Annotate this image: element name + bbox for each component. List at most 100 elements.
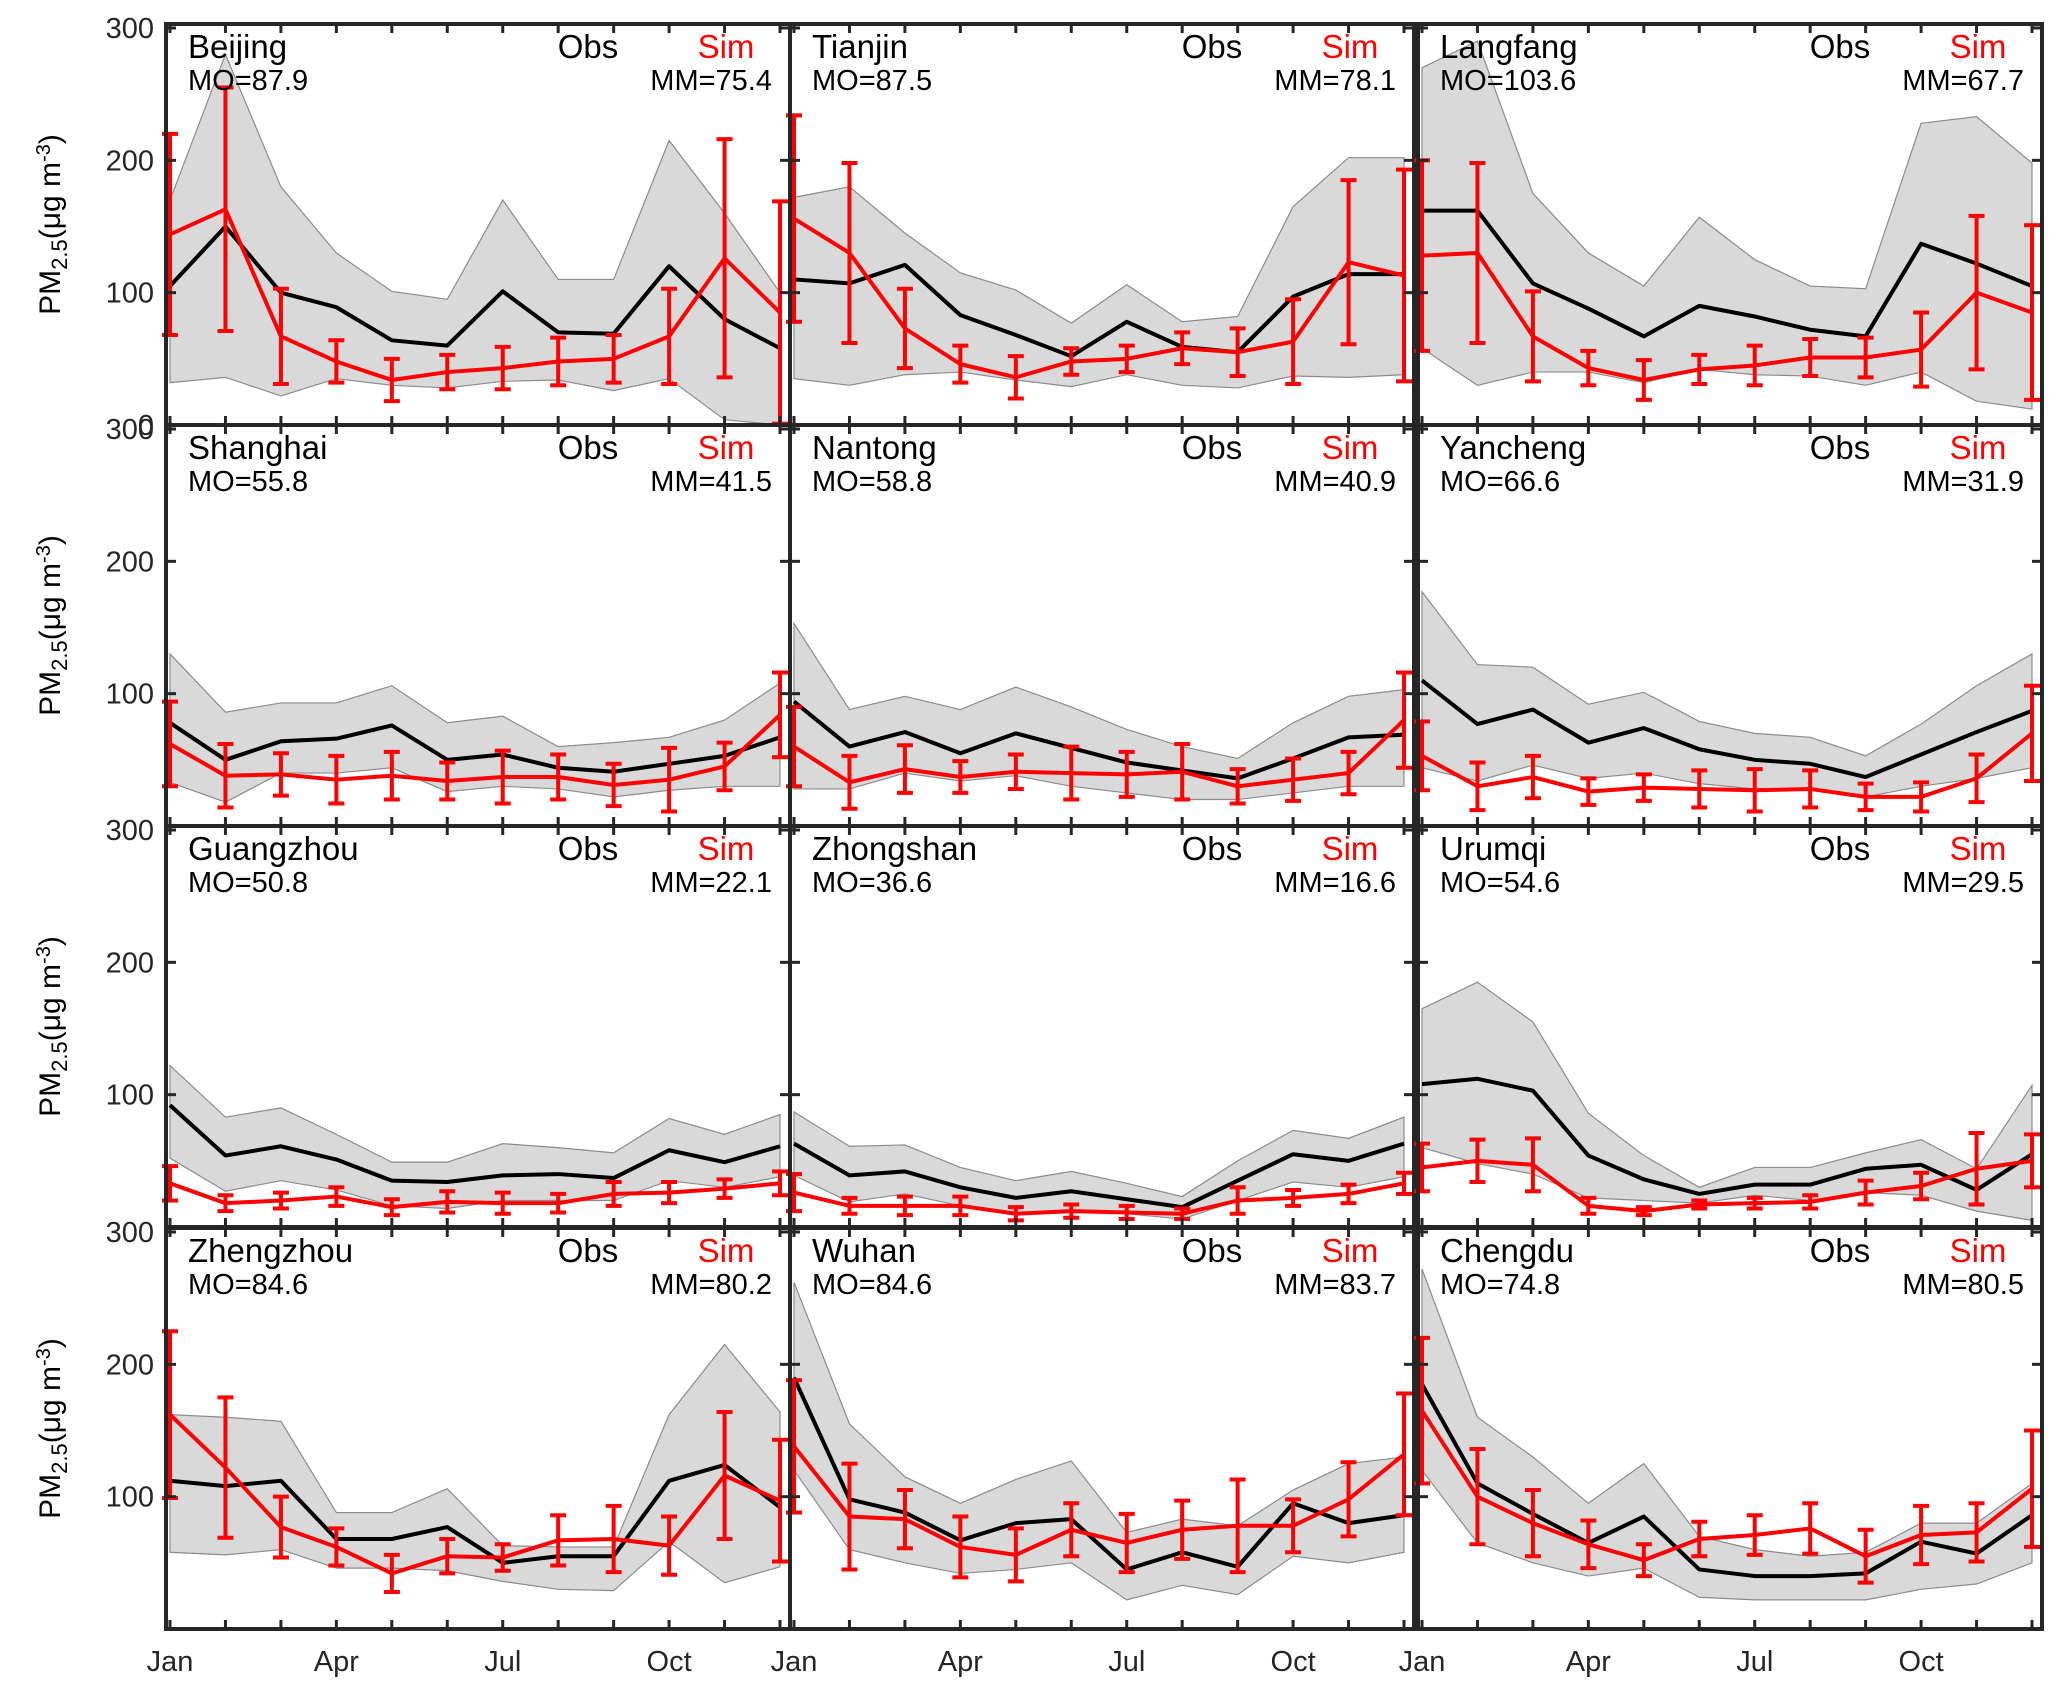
panel-frame xyxy=(1416,1226,2044,1631)
x-tick-label: Jul xyxy=(1736,1646,1773,1678)
obs-legend-label: Obs xyxy=(1182,1232,1243,1269)
x-tick-label: Jul xyxy=(1108,1646,1145,1678)
obs-legend-label: Obs xyxy=(1810,830,1871,867)
x-tick-label: Jul xyxy=(484,1646,521,1678)
obs-legend-label: Obs xyxy=(1182,28,1243,65)
y-tick-label: 300 xyxy=(106,13,154,45)
obs-line xyxy=(1421,1076,2034,1196)
mm-label: MM=80.5 xyxy=(1902,1269,2024,1301)
city-label: Shanghai xyxy=(188,429,327,466)
range-band xyxy=(1421,589,2033,798)
city-label: Nantong xyxy=(812,429,937,466)
obs-legend-label: Obs xyxy=(1182,830,1243,867)
obs-legend-label: Obs xyxy=(558,28,619,65)
city-label: Beijing xyxy=(188,28,287,65)
sim-line xyxy=(1421,1158,2033,1214)
sim-legend-label: Sim xyxy=(698,28,755,65)
sim-line xyxy=(1421,731,2034,799)
city-label: Tianjin xyxy=(812,28,908,65)
mo-label: MO=87.5 xyxy=(812,65,932,97)
sim-legend-label: Sim xyxy=(1950,1232,2007,1269)
sim-line xyxy=(169,207,782,383)
x-tick-label: Jan xyxy=(1399,1646,1446,1678)
mm-label: MM=41.5 xyxy=(650,466,772,498)
sim-legend-label: Sim xyxy=(1950,28,2007,65)
mm-label: MM=40.9 xyxy=(1274,466,1396,498)
obs-legend-label: Obs xyxy=(558,1232,619,1269)
y-axis-label: PM2.5(μg m-3) xyxy=(33,1338,72,1519)
obs-line xyxy=(168,721,781,774)
city-label: Langfang xyxy=(1440,28,1578,65)
mm-label: MM=31.9 xyxy=(1902,466,2024,498)
mo-label: MO=58.8 xyxy=(812,466,932,498)
panel-frame xyxy=(788,1226,1416,1631)
city-label: Urumqi xyxy=(1440,830,1546,867)
range-band xyxy=(1421,1268,2033,1601)
y-axis-label: PM2.5(μg m-3) xyxy=(33,936,72,1117)
sim-legend-label: Sim xyxy=(1950,830,2007,867)
mo-label: MO=103.6 xyxy=(1440,65,1576,97)
mm-label: MM=75.4 xyxy=(650,65,772,97)
x-tick-label: Apr xyxy=(938,1646,983,1678)
sim-line xyxy=(168,1413,781,1576)
mm-label: MM=80.2 xyxy=(650,1269,772,1301)
y-tick-label: 200 xyxy=(106,546,154,578)
obs-line xyxy=(169,1462,782,1565)
y-tick-label: 300 xyxy=(106,815,154,847)
x-tick-label: Jan xyxy=(147,1646,194,1678)
sim-legend-label: Sim xyxy=(698,830,755,867)
mo-label: MO=87.9 xyxy=(188,65,308,97)
range-band xyxy=(169,1064,781,1210)
sim-line xyxy=(793,1181,1405,1216)
sim-line xyxy=(169,713,782,787)
obs-legend-label: Obs xyxy=(1182,429,1243,466)
mm-label: MM=83.7 xyxy=(1274,1269,1396,1301)
mm-label: MM=67.7 xyxy=(1902,65,2024,97)
obs-legend-label: Obs xyxy=(558,429,619,466)
mo-label: MO=55.8 xyxy=(188,466,308,498)
obs-line xyxy=(793,1141,1405,1210)
mm-label: MM=16.6 xyxy=(1274,867,1396,899)
obs-line xyxy=(1420,678,2033,780)
city-label: Guangzhou xyxy=(188,830,359,867)
obs-line xyxy=(793,262,1404,359)
range-band xyxy=(793,1282,1405,1601)
obs-line xyxy=(168,1103,781,1185)
range-band xyxy=(793,1110,1405,1220)
y-tick-label: 100 xyxy=(106,679,154,711)
y-tick-label: 100 xyxy=(106,1482,154,1514)
city-label: Zhongshan xyxy=(812,830,977,867)
sim-legend-label: Sim xyxy=(1322,830,1379,867)
x-tick-label: Oct xyxy=(1899,1646,1944,1678)
obs-line xyxy=(1422,208,2033,339)
obs-legend-label: Obs xyxy=(1810,1232,1871,1269)
sim-line xyxy=(792,718,1406,789)
sim-line xyxy=(1421,250,2033,383)
obs-line xyxy=(168,224,781,351)
obs-line xyxy=(792,1376,1405,1572)
mm-label: MM=78.1 xyxy=(1274,65,1396,97)
range-band xyxy=(169,1343,781,1592)
sim-legend-label: Sim xyxy=(1950,429,2007,466)
x-tick-label: Apr xyxy=(1566,1646,1611,1678)
sim-legend-label: Sim xyxy=(1322,429,1379,466)
y-axis-label: PM2.5(μg m-3) xyxy=(33,134,72,315)
sim-legend-label: Sim xyxy=(1322,28,1379,65)
sim-line xyxy=(792,1445,1406,1557)
mm-label: MM=29.5 xyxy=(1902,867,2024,899)
sim-line xyxy=(169,1181,781,1210)
y-tick-label: 200 xyxy=(106,947,154,979)
obs-line xyxy=(792,700,1405,781)
